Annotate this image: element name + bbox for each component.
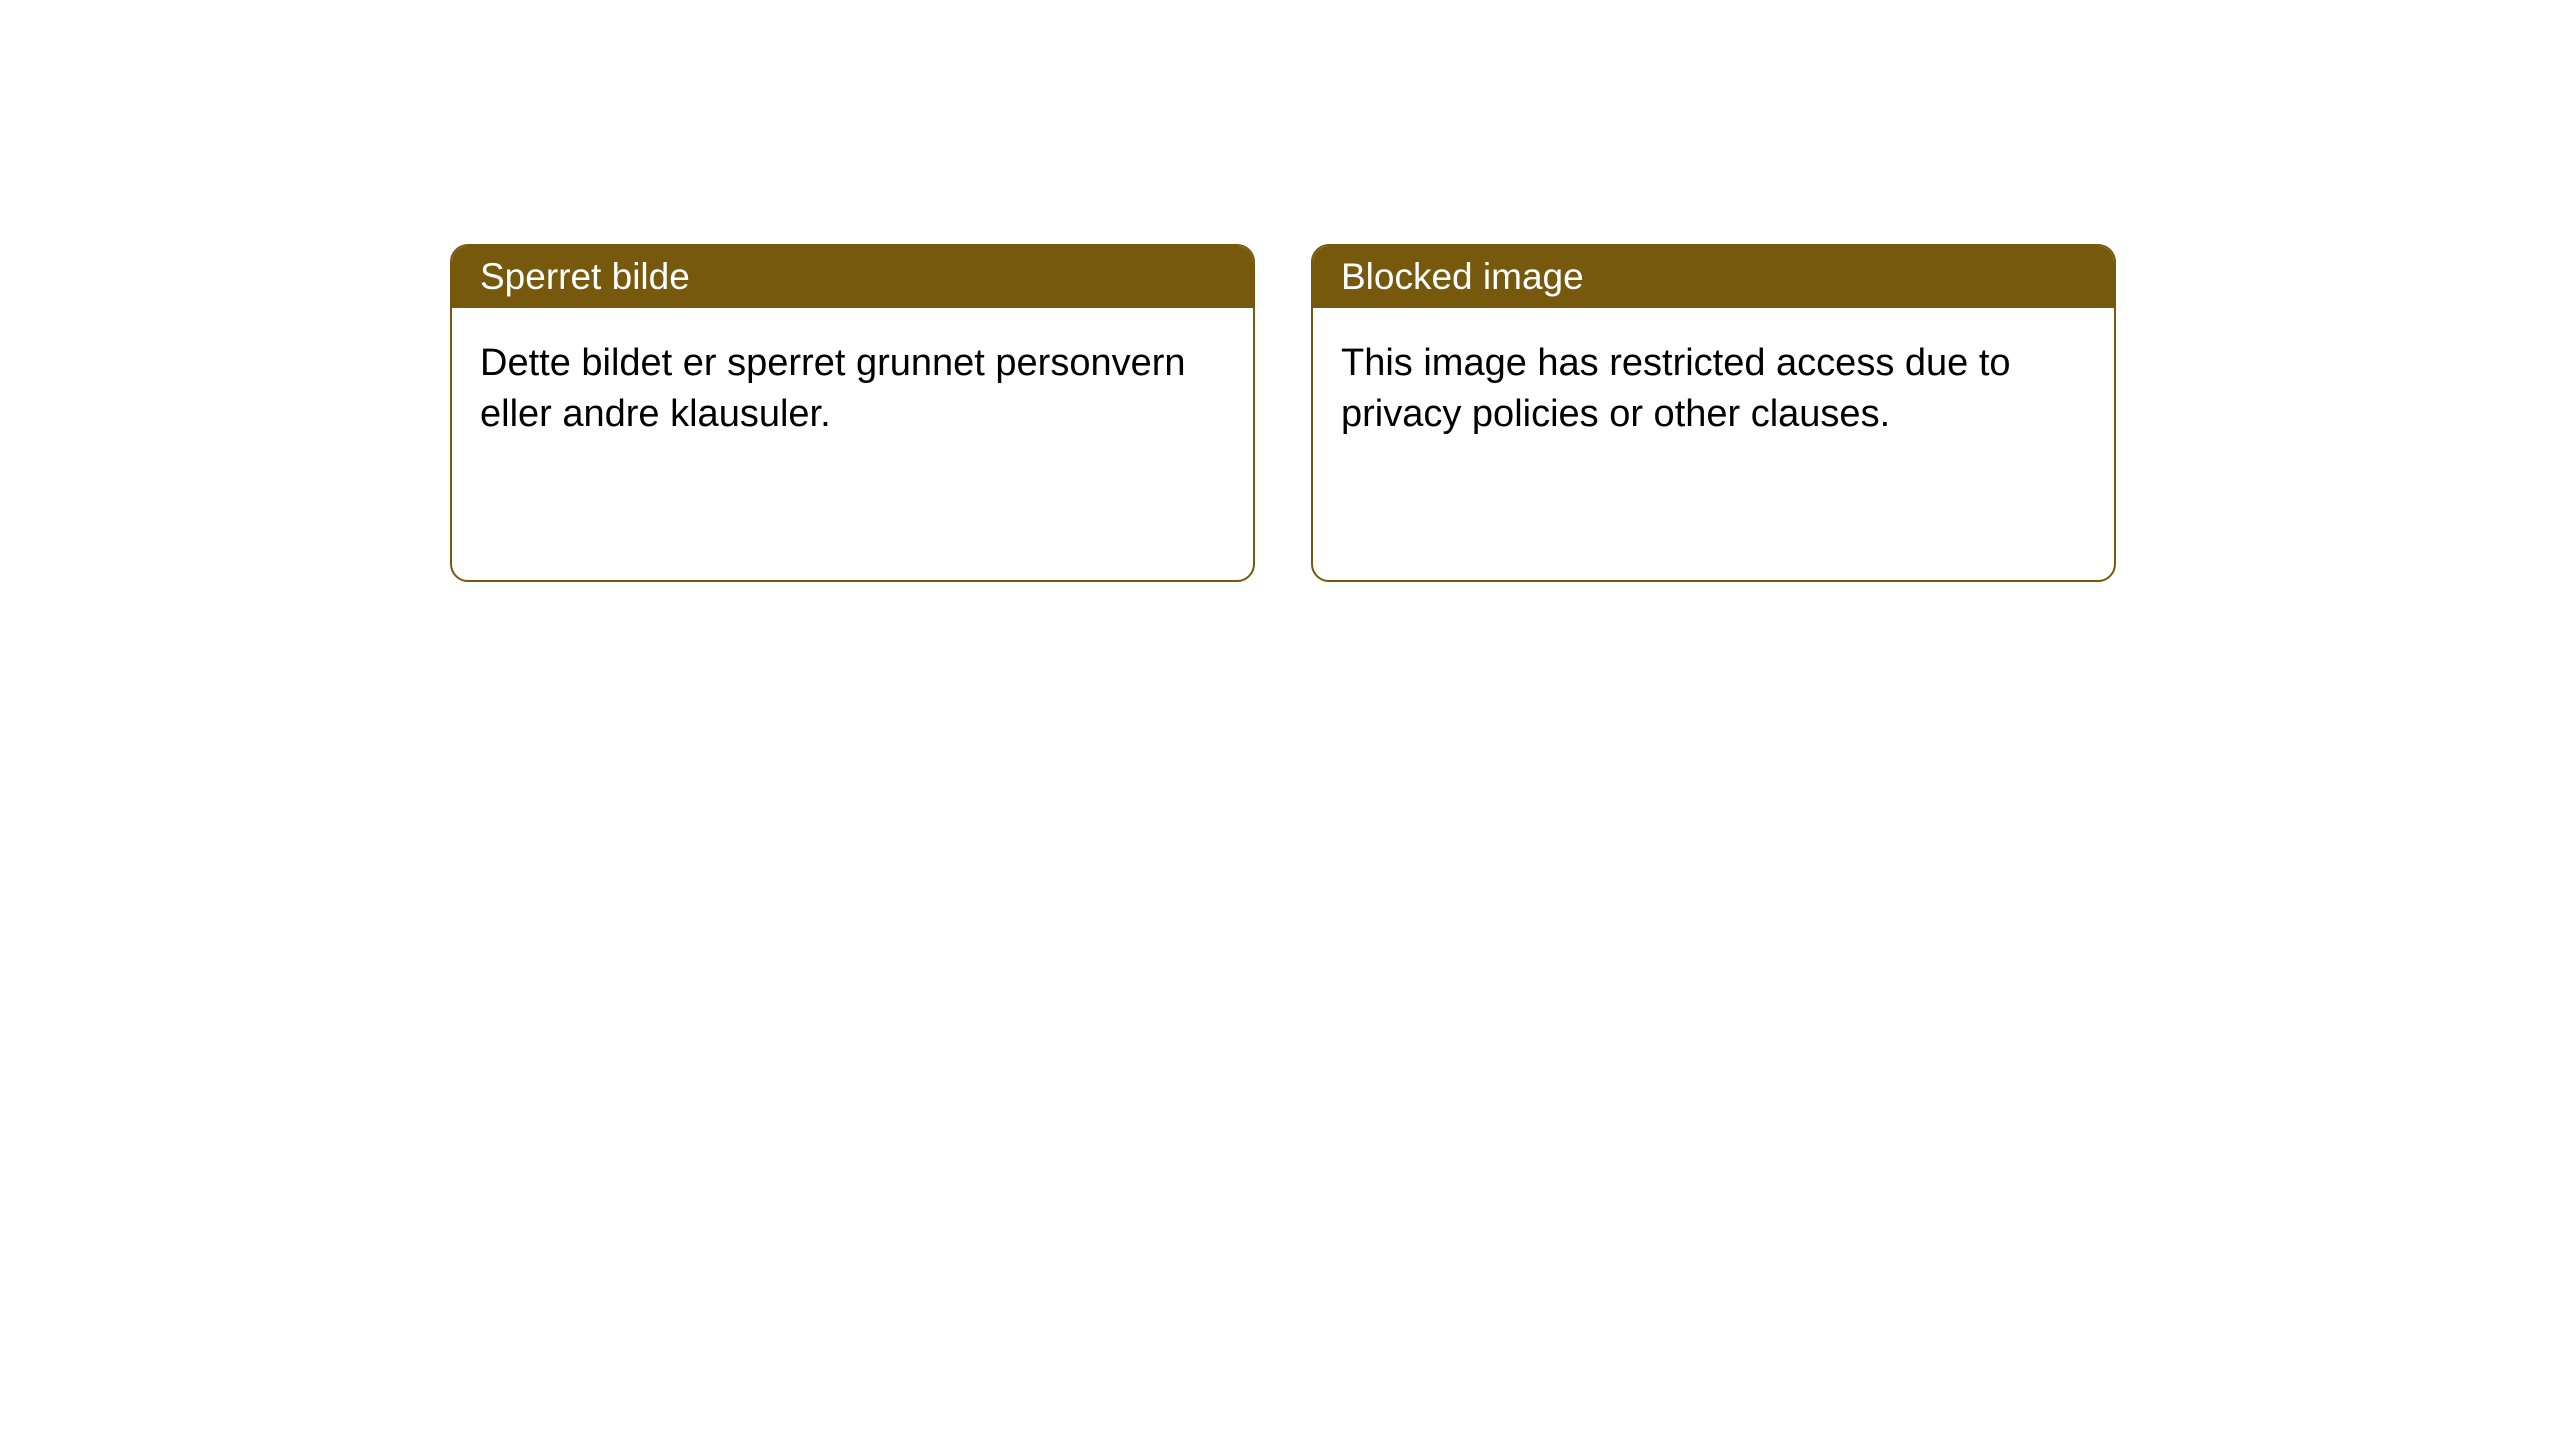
panel-body: Dette bildet er sperret grunnet personve… <box>452 308 1253 471</box>
blocked-image-panel-english: Blocked image This image has restricted … <box>1311 244 2116 582</box>
panel-body-text: Dette bildet er sperret grunnet personve… <box>480 342 1186 435</box>
panel-title: Sperret bilde <box>480 256 690 297</box>
blocked-image-panel-norwegian: Sperret bilde Dette bildet er sperret gr… <box>450 244 1255 582</box>
panel-header: Blocked image <box>1313 246 2114 308</box>
panel-body-text: This image has restricted access due to … <box>1341 342 2011 435</box>
panel-title: Blocked image <box>1341 256 1584 297</box>
panel-header: Sperret bilde <box>452 246 1253 308</box>
panel-body: This image has restricted access due to … <box>1313 308 2114 471</box>
notice-container: Sperret bilde Dette bildet er sperret gr… <box>0 0 2560 582</box>
